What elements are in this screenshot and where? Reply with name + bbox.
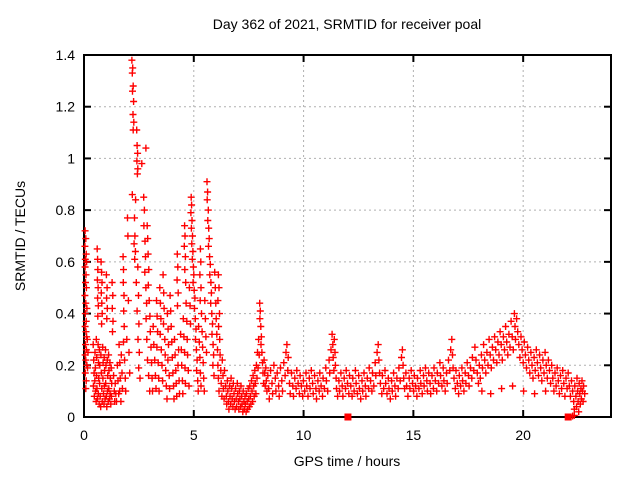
- data-point-plus-series: [81, 56, 589, 420]
- chart-title: Day 362 of 2021, SRMTID for receiver poa…: [213, 16, 481, 32]
- y-tick-label: 0.8: [56, 202, 76, 218]
- y-tick-label: 0: [67, 409, 75, 425]
- x-axis-label: GPS time / hours: [294, 453, 401, 469]
- y-tick-label: 0.2: [56, 357, 76, 373]
- y-tick-label: 0.4: [56, 306, 76, 322]
- data-point-square: [344, 413, 352, 421]
- data-points: [81, 56, 589, 421]
- y-tick-label: 1.2: [56, 99, 76, 115]
- x-tick-label: 5: [190, 427, 198, 443]
- x-tick-label: 0: [80, 427, 88, 443]
- y-tick-label: 1: [67, 150, 75, 166]
- y-tick-label: 1.4: [56, 47, 76, 63]
- x-tick-label: 10: [296, 427, 312, 443]
- tick-labels: 0 5 10 15 20 0 0.2 0.4 0.6 0.8 1 1.2 1.4: [56, 47, 532, 443]
- data-point-square: [564, 413, 572, 421]
- y-tick-label: 0.6: [56, 254, 76, 270]
- x-tick-label: 20: [515, 427, 531, 443]
- x-tick-label: 15: [406, 427, 422, 443]
- y-axis-label: SRMTID / TECUs: [12, 181, 28, 291]
- axis-labels: Day 362 of 2021, SRMTID for receiver poa…: [12, 16, 481, 469]
